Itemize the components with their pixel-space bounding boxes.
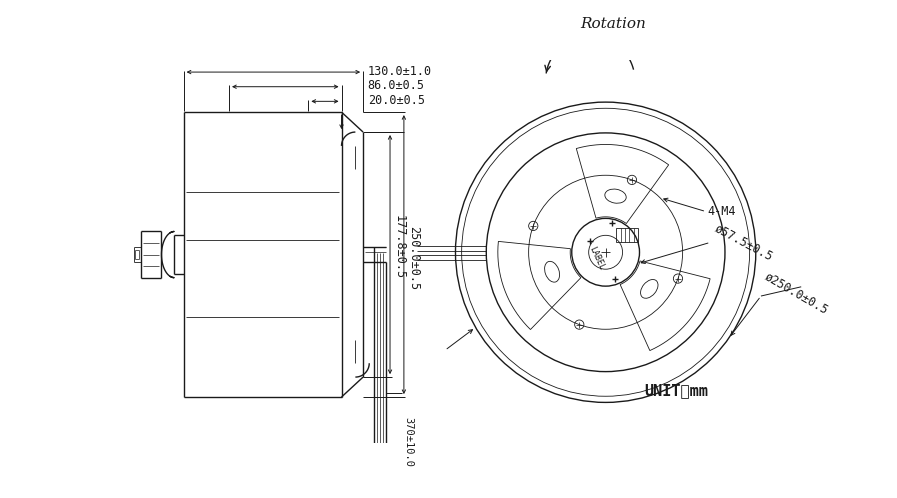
Text: UNIT：mm: UNIT：mm: [645, 383, 709, 398]
Text: Rotation: Rotation: [580, 17, 646, 31]
Text: LABEL: LABEL: [587, 245, 605, 271]
Text: ø250.0±0.5: ø250.0±0.5: [762, 270, 831, 317]
Polygon shape: [376, 490, 385, 498]
Text: 4-M4: 4-M4: [708, 205, 736, 218]
Text: ø57.5±0.5: ø57.5±0.5: [712, 222, 775, 263]
Text: 250.0±0.5: 250.0±0.5: [407, 227, 420, 290]
Text: 86.0±0.5: 86.0±0.5: [368, 80, 424, 93]
Text: 130.0±1.0: 130.0±1.0: [368, 65, 431, 78]
Text: 20.0±0.5: 20.0±0.5: [368, 94, 424, 107]
Text: 370±10.0: 370±10.0: [403, 417, 414, 467]
Text: 177.8±0.5: 177.8±0.5: [393, 215, 406, 279]
